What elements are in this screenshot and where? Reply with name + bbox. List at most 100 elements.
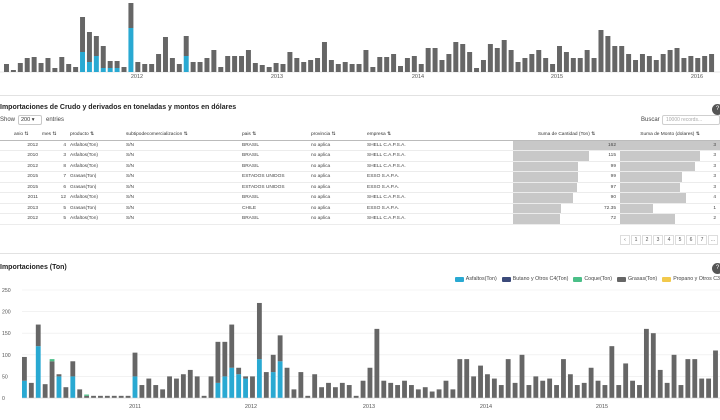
chart-options-button[interactable]: ? (712, 263, 720, 274)
bar-grasas[interactable] (706, 378, 712, 398)
top-bar-grasas[interactable] (45, 58, 51, 72)
bar-grasas[interactable] (236, 367, 242, 375)
bar-grasas[interactable] (657, 369, 663, 398)
page-button[interactable]: ... (708, 235, 718, 245)
top-bar-grasas[interactable] (204, 58, 210, 72)
top-bar-grasas[interactable] (681, 58, 687, 72)
bar-grasas[interactable] (547, 378, 553, 398)
top-bar-grasas[interactable] (633, 60, 639, 72)
top-bar-grasas[interactable] (80, 17, 86, 52)
top-bar-grasas[interactable] (273, 63, 279, 72)
bar-grasas[interactable] (388, 382, 394, 398)
bar-grasas[interactable] (194, 376, 200, 398)
table-row[interactable]: 2015 6 Grasas(Ton) S/N ESTADOS UNIDOS no apli… (0, 182, 720, 193)
col-provincia[interactable]: provincia ⇅ (309, 130, 365, 141)
legend-item[interactable]: Grasas(Ton) (617, 276, 657, 282)
top-bar-grasas[interactable] (543, 58, 549, 72)
bar-grasas[interactable] (229, 324, 235, 368)
top-bar-grasas[interactable] (660, 54, 666, 72)
top-bar-grasas[interactable] (439, 60, 445, 72)
col-cantidad[interactable]: Suma de Cantidad (Ton) ⇅ (513, 130, 620, 141)
bar-grasas[interactable] (540, 380, 546, 398)
bar-grasas[interactable] (208, 376, 214, 398)
top-bar-grasas[interactable] (328, 60, 334, 72)
bar-grasas[interactable] (685, 359, 691, 398)
bar-grasas[interactable] (187, 369, 193, 398)
top-bar-asfaltos[interactable] (80, 52, 86, 72)
bar-grasas[interactable] (367, 367, 373, 398)
bar-asfaltos[interactable] (270, 372, 276, 398)
top-bar-grasas[interactable] (563, 52, 569, 72)
legend-item[interactable]: Asfaltos(Ton) (454, 276, 497, 282)
bar-grasas[interactable] (22, 356, 27, 381)
bar-asfaltos[interactable] (22, 380, 27, 398)
col-empresa[interactable]: empresa ⇅ (365, 130, 513, 141)
top-bar-grasas[interactable] (536, 50, 542, 72)
bar-grasas[interactable] (402, 380, 407, 398)
bar-grasas[interactable] (415, 389, 421, 398)
top-bar-grasas[interactable] (709, 54, 715, 72)
top-bar-grasas[interactable] (646, 56, 652, 72)
top-bar-grasas[interactable] (86, 32, 92, 62)
bar-grasas[interactable] (353, 395, 359, 398)
bar-grasas[interactable] (180, 374, 186, 398)
bar-grasas[interactable] (574, 385, 580, 398)
top-bar-grasas[interactable] (218, 67, 224, 72)
bar-grasas[interactable] (650, 333, 656, 398)
bar-grasas[interactable] (77, 389, 83, 398)
table-row[interactable]: 2012 8 Asfaltos(Ton) S/N BRASIL no aplica SHEL… (0, 161, 720, 172)
top-bar-grasas[interactable] (474, 68, 480, 72)
page-button[interactable]: 7 (697, 235, 707, 245)
bar-grasas[interactable] (243, 376, 248, 379)
bar-asfaltos[interactable] (277, 361, 283, 398)
top-bar-grasas[interactable] (142, 64, 148, 72)
bar-grasas[interactable] (312, 374, 318, 398)
bar-grasas[interactable] (139, 385, 145, 398)
top-bar-grasas[interactable] (626, 54, 632, 72)
top-bar-grasas[interactable] (335, 64, 341, 72)
col-producto[interactable]: producto ⇅ (68, 130, 124, 141)
bar-grasas[interactable] (471, 376, 477, 398)
bar-grasas[interactable] (429, 391, 435, 398)
top-bar-grasas[interactable] (557, 46, 562, 72)
bar-asfaltos[interactable] (35, 346, 41, 398)
top-bar-grasas[interactable] (280, 64, 286, 72)
col-subtipo[interactable]: subtipodecomercializacion ⇅ (124, 130, 240, 141)
top-bar-grasas[interactable] (162, 37, 168, 72)
top-bar-grasas[interactable] (100, 46, 106, 68)
top-bar-grasas[interactable] (363, 50, 369, 72)
bar-grasas[interactable] (63, 387, 69, 398)
top-bar-grasas[interactable] (169, 58, 175, 72)
col-monto[interactable]: Suma de Monto (dolares) ⇅ (620, 130, 720, 141)
top-bar-grasas[interactable] (404, 58, 410, 72)
bar-grasas[interactable] (167, 376, 172, 398)
top-bar-grasas[interactable] (501, 40, 507, 72)
bar-grasas[interactable] (498, 385, 504, 398)
top-bar-grasas[interactable] (584, 50, 590, 72)
bar-grasas[interactable] (699, 378, 705, 398)
top-bar-grasas[interactable] (674, 48, 680, 72)
bar-grasas[interactable] (450, 389, 456, 398)
bar-grasas[interactable] (222, 341, 228, 377)
bar-grasas[interactable] (305, 395, 311, 398)
col-anio[interactable]: anio ⇅ (0, 130, 40, 141)
bar-grasas[interactable] (360, 380, 366, 398)
top-bar-grasas[interactable] (107, 61, 113, 68)
top-bar-grasas[interactable] (183, 36, 189, 56)
table-row[interactable]: 2012 4 Asfaltos(Ton) S/N BRASIL no aplica SHEL… (0, 140, 720, 151)
top-bar-asfaltos[interactable] (183, 56, 189, 72)
bar-grasas[interactable] (464, 359, 470, 398)
top-bar-grasas[interactable] (114, 61, 120, 68)
bar-grasas[interactable] (160, 389, 166, 398)
bar-grasas[interactable] (84, 395, 90, 398)
top-bar-grasas[interactable] (487, 44, 493, 72)
bar-grasas[interactable] (146, 378, 152, 398)
bar-grasas[interactable] (28, 382, 34, 398)
bar-asfaltos[interactable] (132, 376, 138, 398)
legend-item[interactable]: Butano y Otros C4(Ton) (501, 276, 568, 282)
bar-grasas[interactable] (339, 382, 345, 398)
page-button[interactable]: 4 (664, 235, 674, 245)
bar-grasas[interactable] (111, 395, 117, 398)
bar-grasas[interactable] (554, 385, 559, 398)
top-bar-grasas[interactable] (695, 58, 701, 72)
